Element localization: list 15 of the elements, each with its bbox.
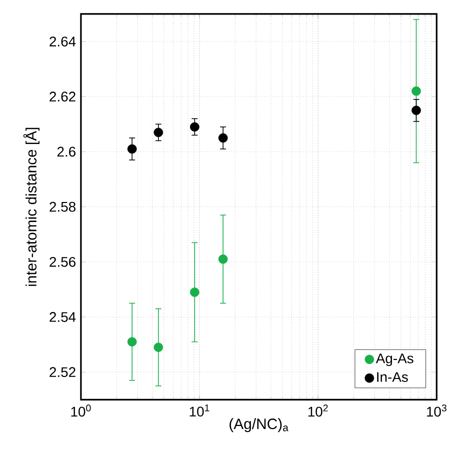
legend-label: In-As — [377, 372, 408, 382]
x-tick-label: 10$^{3}$ — [426, 404, 446, 417]
x-tick-label: 10$^{2}$ — [308, 404, 328, 417]
y-tick-label: 2.64 — [50, 36, 76, 47]
y-tick-label: 2.54 — [50, 312, 76, 322]
y-axis-title: inter-atomic distance [Å] — [23, 128, 40, 286]
x-tick-label: 10$^{0}$ — [71, 404, 91, 417]
y-tick-label: 2.62 — [50, 92, 76, 102]
y-tick-label: 2.58 — [50, 202, 76, 212]
y-tick-label: 2.52 — [50, 367, 76, 378]
y-tick-label: 2.56 — [50, 257, 76, 268]
x-axis-title: (Ag/NC)$_{a}$ — [230, 418, 288, 432]
y-tick-label: 2.6 — [57, 146, 76, 157]
x-tick-label: 10$^{1}$ — [190, 404, 210, 417]
legend-label: Ag-As — [376, 354, 414, 366]
